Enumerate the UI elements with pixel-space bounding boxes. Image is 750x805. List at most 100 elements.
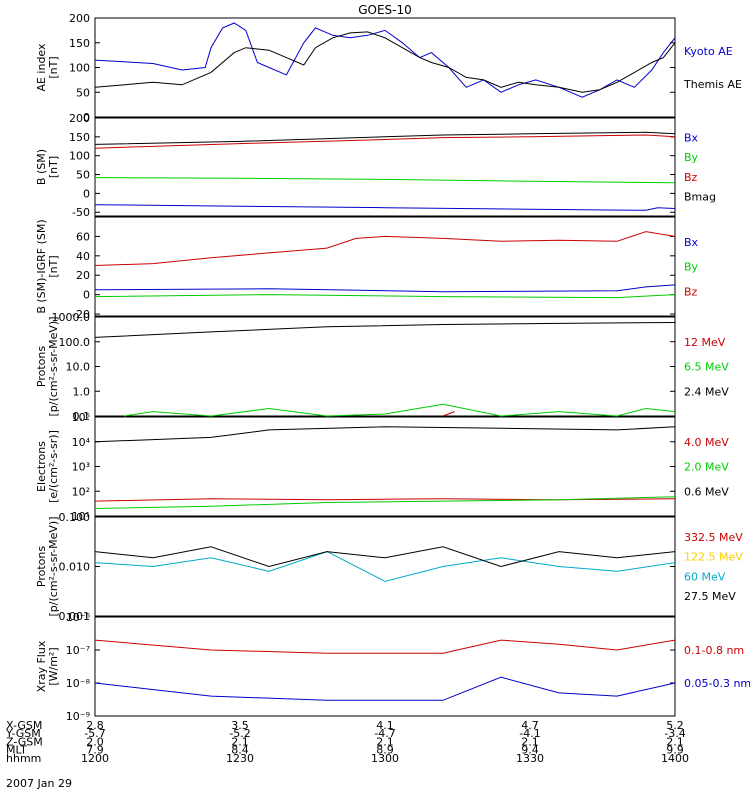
series-line <box>94 294 676 299</box>
eph-value: 9.4 <box>521 744 539 757</box>
y-label-line: [nT] <box>47 56 60 78</box>
series-line <box>94 177 676 184</box>
y-label-line: [nT] <box>47 255 60 277</box>
y-tick-label: 10² <box>72 485 90 498</box>
eph-value: 2.1 <box>666 735 684 748</box>
eph-value: -3.4 <box>664 727 685 740</box>
legend-label: 60 MeV <box>684 570 726 583</box>
y-tick-label: 10¹ <box>72 510 90 523</box>
series-line <box>94 231 676 266</box>
eph-value: 3.5 <box>231 719 249 732</box>
legend-label: Bz <box>684 171 698 184</box>
panel-ae: 0 50 100 150 200 AE index[nT] Kyoto AE Themis A… <box>35 12 742 124</box>
y-axis-label: AE index[nT] <box>35 43 60 92</box>
eph-value: 2.8 <box>86 719 104 732</box>
eph-row-label: Y-GSM <box>5 727 41 740</box>
eph-value: 8.9 <box>376 744 394 757</box>
y-tick-label: 10.0 <box>66 361 91 374</box>
eph-value: -4.1 <box>519 727 540 740</box>
y-label-line: Protons <box>35 346 48 387</box>
y-tick-label: 1.0 <box>73 385 91 398</box>
y-label-line: [e/(cm²-s-sr)] <box>47 430 60 503</box>
y-tick-label: 40 <box>76 250 90 263</box>
eph-row-label: MLT <box>6 744 27 757</box>
legend-label: Bx <box>684 132 699 145</box>
y-tick-label: 0.010 <box>59 561 91 574</box>
panel-xray: 10⁻⁹ 10⁻⁸ 10⁻⁷ 10⁻⁶ Xray Flux[W/m²] 0.1-0.8 n… <box>35 611 750 723</box>
series-line <box>94 31 676 93</box>
legend-label: Bx <box>684 236 699 249</box>
series-line <box>94 322 676 338</box>
y-tick-label: 60 <box>76 230 90 243</box>
legend-label: Themis AE <box>683 78 742 91</box>
frame <box>94 316 676 417</box>
eph-row-label: X-GSM <box>6 719 42 732</box>
series-line <box>94 546 676 568</box>
y-tick-label: 100.0 <box>59 336 91 349</box>
frame <box>94 516 676 617</box>
legend-label: Kyoto AE <box>684 45 733 58</box>
series-line <box>123 403 676 417</box>
y-tick-label: 150 <box>69 37 90 50</box>
panels: 0 50 100 150 200 AE index[nT] Kyoto AE Themis A… <box>35 12 750 723</box>
y-axis-label: Protons[p/(cm²-s-sr-MeV)] <box>35 317 60 417</box>
frame <box>94 416 676 517</box>
series-line <box>442 411 455 417</box>
y-axis-label: Protons[p/(cm²-s-sr-MeV)] <box>35 517 60 617</box>
series-line <box>94 131 676 145</box>
eph-value: 2.1 <box>521 735 539 748</box>
legend-label: By <box>684 151 699 164</box>
y-tick-label: 20 <box>76 269 90 282</box>
eph-value: 9.9 <box>666 744 684 757</box>
eph-value: 7.9 <box>86 744 104 757</box>
panel-b_minus_igrf: -20 0 20 40 60 B (SM)-IGRF (SM)[nT] Bx By Bz <box>35 216 699 321</box>
eph-value: 2.1 <box>376 735 394 748</box>
series-line <box>94 551 676 582</box>
y-tick-label: 10⁻⁹ <box>66 710 90 723</box>
legend-label: By <box>684 261 699 274</box>
y-tick-label: 10⁴ <box>72 436 91 449</box>
series-line <box>94 134 676 149</box>
panel-electrons: 10¹ 10² 10³ 10⁴ 10⁵ Electrons[e/(cm²-s-sr)] 4.… <box>35 411 729 523</box>
plot-title: GOES-10 <box>358 3 412 17</box>
y-tick-label: 1000.0 <box>52 311 91 324</box>
legend-label: 0.1-0.8 nm <box>684 644 744 657</box>
frame <box>94 616 676 717</box>
eph-value: 1200 <box>81 752 109 765</box>
eph-value: 1330 <box>516 752 544 765</box>
y-label-line: [nT] <box>47 156 60 178</box>
frame <box>94 17 676 118</box>
y-label-line: B (SM) <box>35 149 48 185</box>
eph-value: 4.7 <box>521 719 539 732</box>
legend-label: 12 MeV <box>684 336 726 349</box>
eph-value: 1300 <box>371 752 399 765</box>
legend-label: Bmag <box>684 190 716 203</box>
series-line <box>94 22 676 98</box>
y-tick-label: 200 <box>69 12 90 25</box>
y-axis-label: B (SM)[nT] <box>35 149 60 185</box>
y-tick-label: 100 <box>69 150 90 163</box>
legend-label: 4.0 MeV <box>684 436 729 449</box>
legend-label: 6.5 MeV <box>684 361 729 374</box>
eph-value: 2.1 <box>231 735 249 748</box>
y-tick-label: 100 <box>69 62 90 75</box>
y-axis-label: Electrons[e/(cm²-s-sr)] <box>35 430 60 503</box>
legend-label: 2.4 MeV <box>684 385 729 398</box>
y-label-line: Electrons <box>35 441 48 492</box>
y-tick-label: 50 <box>76 169 90 182</box>
eph-value: 1400 <box>661 752 689 765</box>
y-label-line: Xray Flux <box>35 640 48 692</box>
y-tick-label: 10⁻⁸ <box>66 677 91 690</box>
legend-label: 27.5 MeV <box>684 590 736 603</box>
y-tick-label: 0 <box>83 111 90 124</box>
series-line <box>94 639 676 654</box>
eph-value: 5.2 <box>666 719 684 732</box>
y-tick-label: 0.001 <box>59 610 91 623</box>
y-label-line: B (SM)-IGRF (SM) <box>35 219 48 313</box>
y-tick-label: 0.1 <box>73 410 91 423</box>
y-tick-label: 10⁻⁷ <box>66 644 90 657</box>
eph-row-label: Z-GSM <box>6 735 43 748</box>
